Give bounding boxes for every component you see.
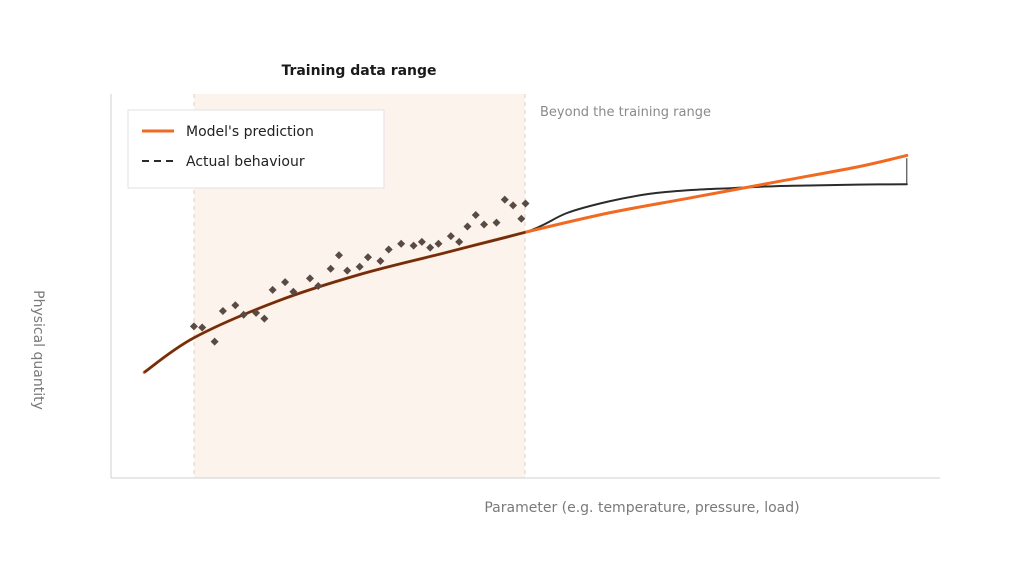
training-range-label: Training data range xyxy=(281,63,436,79)
data-point xyxy=(471,210,480,219)
data-point xyxy=(455,237,464,246)
data-point xyxy=(326,264,335,273)
data-point xyxy=(305,274,314,283)
legend-label-model-prediction: Model's prediction xyxy=(186,124,314,140)
data-point xyxy=(268,285,277,294)
data-point xyxy=(343,266,352,275)
data-point xyxy=(500,195,509,204)
data-point xyxy=(231,301,240,310)
data-point xyxy=(480,220,489,229)
data-points xyxy=(189,195,530,346)
data-point xyxy=(210,337,219,346)
data-point xyxy=(198,323,207,332)
data-point xyxy=(434,239,443,248)
x-axis-label: Parameter (e.g. temperature, pressure, l… xyxy=(484,500,799,516)
data-point xyxy=(409,241,418,250)
overlap-line-training-range xyxy=(143,230,526,374)
data-point xyxy=(239,310,248,319)
legend: Model's prediction Actual behaviour xyxy=(127,109,385,189)
data-point xyxy=(384,245,393,254)
data-point xyxy=(252,308,261,317)
legend-box xyxy=(127,109,385,189)
data-point xyxy=(189,322,198,331)
data-point xyxy=(260,314,269,323)
data-point xyxy=(314,282,323,290)
data-point xyxy=(397,239,406,248)
data-point xyxy=(218,306,227,315)
data-point xyxy=(446,232,455,241)
data-point xyxy=(376,257,385,266)
data-point xyxy=(426,243,435,252)
data-point xyxy=(281,278,290,287)
data-point xyxy=(521,199,530,208)
data-point xyxy=(463,222,472,231)
data-point xyxy=(517,214,526,223)
legend-label-actual-behaviour: Actual behaviour xyxy=(186,154,305,170)
data-point xyxy=(417,237,426,246)
series-layer xyxy=(142,153,909,374)
data-point xyxy=(363,253,372,262)
beyond-range-annotation: Beyond the training range xyxy=(540,105,711,120)
data-point xyxy=(492,218,501,227)
data-point xyxy=(334,251,343,260)
data-point xyxy=(355,262,364,271)
data-point xyxy=(509,201,518,210)
data-point xyxy=(289,287,298,296)
y-axis-label: Physical quantity xyxy=(30,290,46,410)
